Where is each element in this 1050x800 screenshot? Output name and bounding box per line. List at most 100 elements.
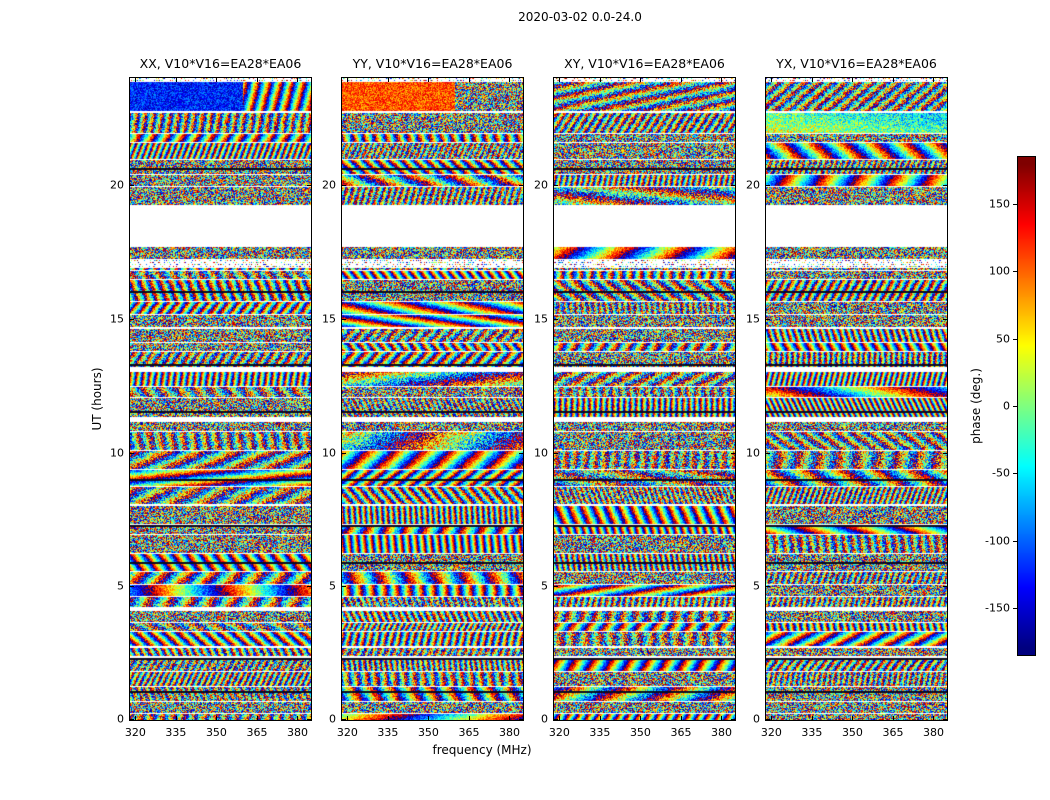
x-tick-mark [933,78,935,82]
y-tick-mark [307,719,311,720]
panel-title-yx: YX, V10*V16=EA28*EA06 [776,56,937,71]
panel-canvas-yx [766,78,947,720]
y-tick-mark [342,719,346,720]
colorbar-tick-label: -100 [985,534,1010,548]
y-tick-label: 0 [753,712,760,726]
x-tick-label: 380 [922,726,944,739]
y-tick-mark [766,719,770,720]
y-tick-label: 15 [534,312,548,326]
y-tick-label: 10 [746,446,760,459]
panel-canvas-xx [130,78,311,720]
x-tick-mark [640,78,642,82]
x-tick-mark [256,716,258,720]
colorbar-tick-label: 50 [996,332,1010,346]
x-tick-mark [297,78,299,82]
y-tick-mark [731,452,735,454]
x-tick-mark [135,78,137,82]
y-tick-mark [130,719,134,720]
x-tick-mark [175,78,177,82]
y-tick-label: 20 [746,178,760,192]
x-tick-mark [852,78,854,82]
x-tick-label: 350 [417,726,439,739]
x-tick-label: 320 [548,726,570,739]
panel-title-yy: YY, V10*V16=EA28*EA06 [352,56,513,71]
x-tick-mark [216,78,218,82]
x-tick-mark [559,716,561,720]
x-tick-mark [347,716,349,720]
y-tick-mark [943,452,947,454]
y-tick-mark [554,586,558,588]
x-tick-mark [428,78,430,82]
colorbar-tick-mark [1013,540,1018,542]
x-tick-mark [599,716,601,720]
y-tick-mark [307,586,311,588]
panel-frame-0 [129,77,312,721]
panel-title-xx: XX, V10*V16=EA28*EA06 [139,56,302,71]
panel-frame-1 [341,77,524,721]
x-tick-label: 380 [498,726,520,739]
y-tick-mark [731,719,735,720]
x-tick-mark [811,78,813,82]
y-tick-mark [766,586,770,588]
colorbar-tick-label: 0 [1003,399,1010,413]
y-tick-mark [342,185,346,186]
panel-canvas-yy [342,78,523,720]
colorbar-tick-mark [1013,204,1018,206]
y-tick-mark [731,185,735,186]
figure-title: 2020-03-02 0.0-24.0 [518,10,642,24]
y-tick-mark [130,586,134,588]
y-tick-mark [130,318,134,320]
colorbar-tick-mark [1013,473,1018,475]
x-tick-mark [892,716,894,720]
panel-frame-3 [765,77,948,721]
y-tick-mark [519,318,523,320]
colorbar-tick-mark [1013,271,1018,273]
x-tick-label: 380 [286,726,308,739]
y-tick-mark [342,318,346,320]
y-tick-mark [943,318,947,320]
x-tick-mark [680,716,682,720]
y-tick-mark [943,185,947,186]
x-tick-label: 365 [246,726,268,739]
y-tick-label: 20 [322,178,336,192]
x-tick-label: 335 [801,726,823,739]
y-tick-mark [943,586,947,588]
colorbar-tick-label: -50 [992,466,1010,480]
y-tick-mark [554,185,558,186]
y-tick-mark [554,318,558,320]
x-tick-label: 350 [629,726,651,739]
y-tick-mark [307,318,311,320]
colorbar-tick-mark [1013,607,1018,609]
y-tick-mark [342,586,346,588]
x-tick-mark [297,716,299,720]
panel-title-xy: XY, V10*V16=EA28*EA06 [564,56,725,71]
x-tick-label: 335 [165,726,187,739]
x-tick-mark [559,78,561,82]
y-tick-mark [766,452,770,454]
y-tick-mark [766,318,770,320]
x-tick-mark [428,716,430,720]
x-tick-label: 335 [377,726,399,739]
colorbar-tick-label: 150 [989,197,1010,211]
y-tick-mark [130,452,134,454]
panel-canvas-xy [554,78,735,720]
x-tick-label: 365 [458,726,480,739]
y-tick-mark [766,185,770,186]
x-tick-mark [892,78,894,82]
x-tick-mark [640,716,642,720]
x-tick-mark [852,716,854,720]
x-tick-mark [468,78,470,82]
y-tick-label: 5 [117,579,124,593]
y-tick-label: 5 [541,579,548,593]
y-tick-label: 5 [329,579,336,593]
x-tick-mark [721,78,723,82]
x-tick-label: 320 [336,726,358,739]
x-tick-mark [599,78,601,82]
x-tick-mark [135,716,137,720]
y-tick-mark [519,719,523,720]
y-axis-label: UT (hours) [90,367,104,431]
y-tick-label: 15 [746,312,760,326]
x-axis-label: frequency (MHz) [432,743,532,757]
x-tick-label: 380 [710,726,732,739]
y-tick-label: 0 [117,712,124,726]
